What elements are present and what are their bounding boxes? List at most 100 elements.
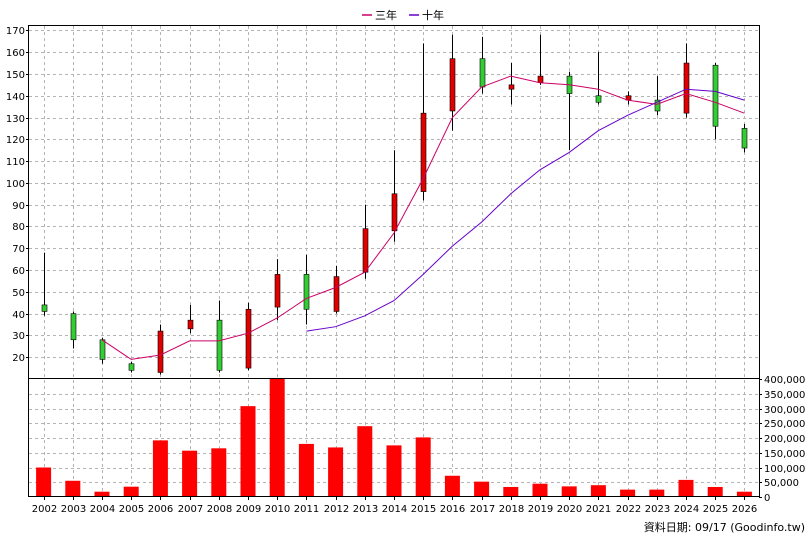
candle-body — [216, 319, 223, 371]
candle — [420, 43, 427, 201]
volume-panel-frame — [28, 378, 760, 497]
candle — [508, 63, 515, 105]
volume-bar — [678, 479, 694, 497]
volume-bar — [736, 491, 752, 497]
candle — [362, 204, 369, 279]
year-label: 2017 — [470, 504, 495, 515]
volume-bar — [357, 426, 373, 497]
year-label: 2025 — [703, 504, 728, 515]
candle — [566, 71, 573, 151]
candle-body — [654, 99, 661, 112]
candle-body — [449, 58, 456, 112]
volume-tick-label: 0 — [764, 493, 770, 504]
volume-bar — [444, 475, 460, 497]
year-label: 2008 — [207, 504, 232, 515]
year-label: 2010 — [265, 504, 290, 515]
volume-bar — [707, 486, 723, 497]
candle — [595, 52, 602, 105]
year-label: 2026 — [732, 504, 757, 515]
volume-tick-label: 200,000 — [764, 434, 805, 445]
x-axis: 2002 2003 2004 2005 2006 2007 2008 2009 2010 2011… — [32, 497, 757, 515]
year-label: 2018 — [499, 504, 524, 515]
volume-tick-label: 400,000 — [764, 375, 805, 386]
year-label: 2023 — [645, 504, 670, 515]
legend: 三年 十年 — [362, 8, 444, 22]
grid-layer — [29, 26, 759, 497]
price-tick-label: 130 — [6, 114, 25, 125]
candle — [187, 304, 194, 334]
candle-body — [683, 62, 690, 114]
price-tick-label: 110 — [6, 157, 25, 168]
volume-bar — [532, 483, 548, 497]
volume-tick-label: 350,000 — [764, 390, 805, 401]
candle-body — [157, 330, 164, 373]
candle-body — [508, 84, 515, 90]
candle-body — [712, 64, 719, 127]
volume-bar — [503, 486, 519, 497]
source-note: 資料日期: 09/17 (Goodinfo.tw) — [644, 520, 805, 534]
moving-average-lines — [101, 75, 745, 360]
candle — [41, 252, 48, 316]
volume-bar — [386, 445, 402, 497]
year-label: 2013 — [353, 504, 378, 515]
volume-tick-label: 100,000 — [764, 464, 805, 475]
year-label: 2020 — [557, 504, 582, 515]
year-label: 2011 — [294, 504, 319, 515]
volume-bar — [123, 486, 139, 497]
volume-bar — [649, 489, 665, 497]
volume-bar — [620, 489, 636, 497]
candle-body — [274, 274, 281, 308]
price-tick-label: 160 — [6, 48, 25, 59]
candle-body — [420, 112, 427, 192]
volume-bar — [240, 406, 256, 497]
price-tick-label: 70 — [12, 244, 25, 255]
year-label: 2024 — [674, 504, 699, 515]
price-tick-label: 150 — [6, 70, 25, 81]
year-label: 2004 — [90, 504, 115, 515]
candle — [479, 36, 486, 94]
candle-body — [362, 228, 369, 273]
candle-body — [741, 128, 748, 149]
volume-bar — [36, 467, 52, 497]
volume-tick-label: 50,000 — [764, 478, 799, 489]
candle — [245, 302, 252, 371]
candle — [741, 124, 748, 153]
year-label: 2007 — [178, 504, 203, 515]
volume-bar — [269, 379, 285, 497]
candle-body — [333, 276, 340, 312]
year-label: 2014 — [382, 504, 407, 515]
volume-bar — [590, 485, 606, 497]
candle-body — [187, 319, 194, 330]
ma-ten-year-line — [306, 88, 745, 332]
candle — [391, 150, 398, 242]
volume-bar — [65, 480, 81, 497]
candle — [654, 76, 661, 116]
legend-label-ten-year: 十年 — [422, 8, 444, 22]
candle — [333, 265, 340, 314]
price-tick-label: 50 — [12, 288, 25, 299]
candle — [537, 34, 544, 85]
volume-bar — [211, 448, 227, 497]
price-tick-label: 100 — [6, 179, 25, 190]
volume-bar — [298, 443, 314, 497]
volume-bar — [152, 440, 168, 497]
volume-axis: 0 50,000 100,000 150,000 200,000 250,000 300,0… — [759, 375, 805, 504]
ma-three-year-line — [101, 75, 745, 360]
price-tick-label: 120 — [6, 135, 25, 146]
year-label: 2003 — [61, 504, 86, 515]
candle — [625, 91, 632, 105]
candle-body — [595, 95, 602, 103]
year-label: 2012 — [324, 504, 349, 515]
candle-body — [41, 304, 48, 312]
volume-tick-label: 300,000 — [764, 405, 805, 416]
volume-bar — [328, 447, 344, 497]
volume-bar — [474, 481, 490, 497]
legend-label-three-year: 三年 — [375, 8, 397, 22]
candle — [712, 63, 719, 140]
candle — [128, 361, 135, 373]
price-axis: 20 30 40 50 60 70 80 90 100 110 120 130 140 150 160 170 — [6, 26, 29, 364]
year-label: 2016 — [440, 504, 465, 515]
candle — [157, 324, 164, 375]
